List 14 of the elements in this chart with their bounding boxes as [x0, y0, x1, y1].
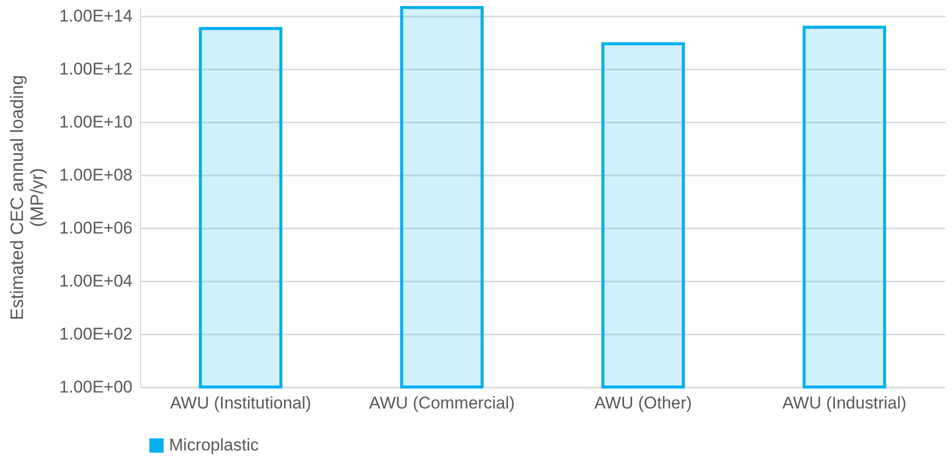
y-tick-label: 1.00E+08	[59, 166, 132, 185]
y-tick-label: 1.00E+10	[59, 112, 132, 132]
y-tick-label: 1.00E+00	[59, 378, 132, 396]
y-axis-title: Estimated CEC annual loading (MP/yr)	[7, 74, 48, 320]
y-tick-label: 1.00E+06	[59, 218, 132, 238]
x-tick-label: AWU (Institutional)	[170, 394, 312, 412]
legend-label: Microplastic	[169, 436, 260, 454]
y-tick-label: 1.00E+12	[59, 60, 132, 79]
x-tick-label: AWU (Commercial)	[368, 394, 515, 412]
x-tick-label: AWU (Other)	[594, 394, 692, 412]
y-tick-label: 1.00E+04	[59, 272, 132, 291]
y-tick-label: 1.00E+14	[59, 6, 132, 26]
y-tick-label: 1.00E+02	[59, 324, 132, 344]
x-tick-label: AWU (Industrial)	[782, 394, 906, 412]
